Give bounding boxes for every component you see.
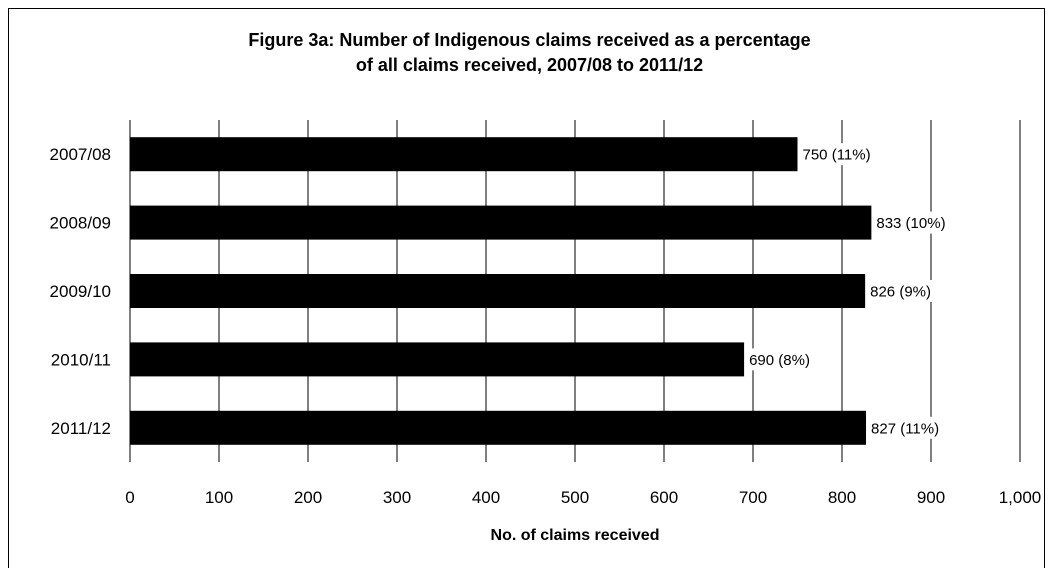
x-tick-label-0: 0	[125, 488, 134, 507]
bar-2009-10	[130, 274, 866, 308]
data-label-background	[867, 280, 941, 302]
bar-2007-08	[130, 137, 798, 172]
data-label-2007-08: 750 (11%)	[803, 147, 871, 164]
x-tick-label-100: 100	[205, 488, 233, 507]
category-label-2007-08: 2007/08	[50, 145, 111, 164]
x-tick-label-600: 600	[650, 488, 678, 507]
x-tick-label-400: 400	[472, 488, 500, 507]
x-tick-label-300: 300	[383, 488, 411, 507]
data-label-background	[873, 211, 955, 234]
chart-title: Figure 3a: Number of Indigenous claims r…	[0, 28, 1059, 78]
bar-2011-12	[130, 410, 867, 445]
data-label-2009-10: 826 (9%)	[870, 284, 931, 301]
x-tick-label-200: 200	[294, 488, 322, 507]
x-tick-label-800: 800	[828, 488, 856, 507]
bar-2010-11	[130, 342, 745, 377]
data-label-2011-12: 827 (11%)	[871, 420, 939, 437]
chart-title-line-1: Figure 3a: Number of Indigenous claims r…	[248, 30, 811, 50]
category-label-2008-09: 2008/09	[50, 214, 111, 233]
x-tick-label-1000: 1,000	[999, 488, 1042, 507]
x-tick-label-700: 700	[739, 488, 767, 507]
x-axis-label: No. of claims received	[491, 527, 660, 544]
data-label-2010-11: 690 (8%)	[749, 352, 810, 369]
x-tick-label-900: 900	[917, 488, 945, 507]
category-label-2009-10: 2009/10	[50, 282, 111, 301]
x-tick-label-500: 500	[561, 488, 589, 507]
bar-2008-09	[130, 205, 872, 240]
category-label-2011-12: 2011/12	[51, 419, 111, 438]
data-label-background	[746, 348, 820, 371]
category-label-2010-11: 2010/11	[51, 350, 111, 369]
category-labels: 2007/08 2008/09 2009/10 2010/11 2011/12	[50, 145, 111, 438]
data-label-2008-09: 833 (10%)	[876, 215, 945, 232]
data-label-background	[868, 416, 950, 439]
data-label-background	[799, 143, 882, 166]
bars: 750 (11%) 833 (10%) 826 (9%) 690 (8%) 827 (1…	[130, 137, 955, 445]
chart-title-line-2: of all claims received, 2007/08 to 2011/…	[355, 55, 704, 75]
x-tick-labels: 0 100 200 300 400 500 600 700 800 900 1,000	[125, 488, 1041, 507]
